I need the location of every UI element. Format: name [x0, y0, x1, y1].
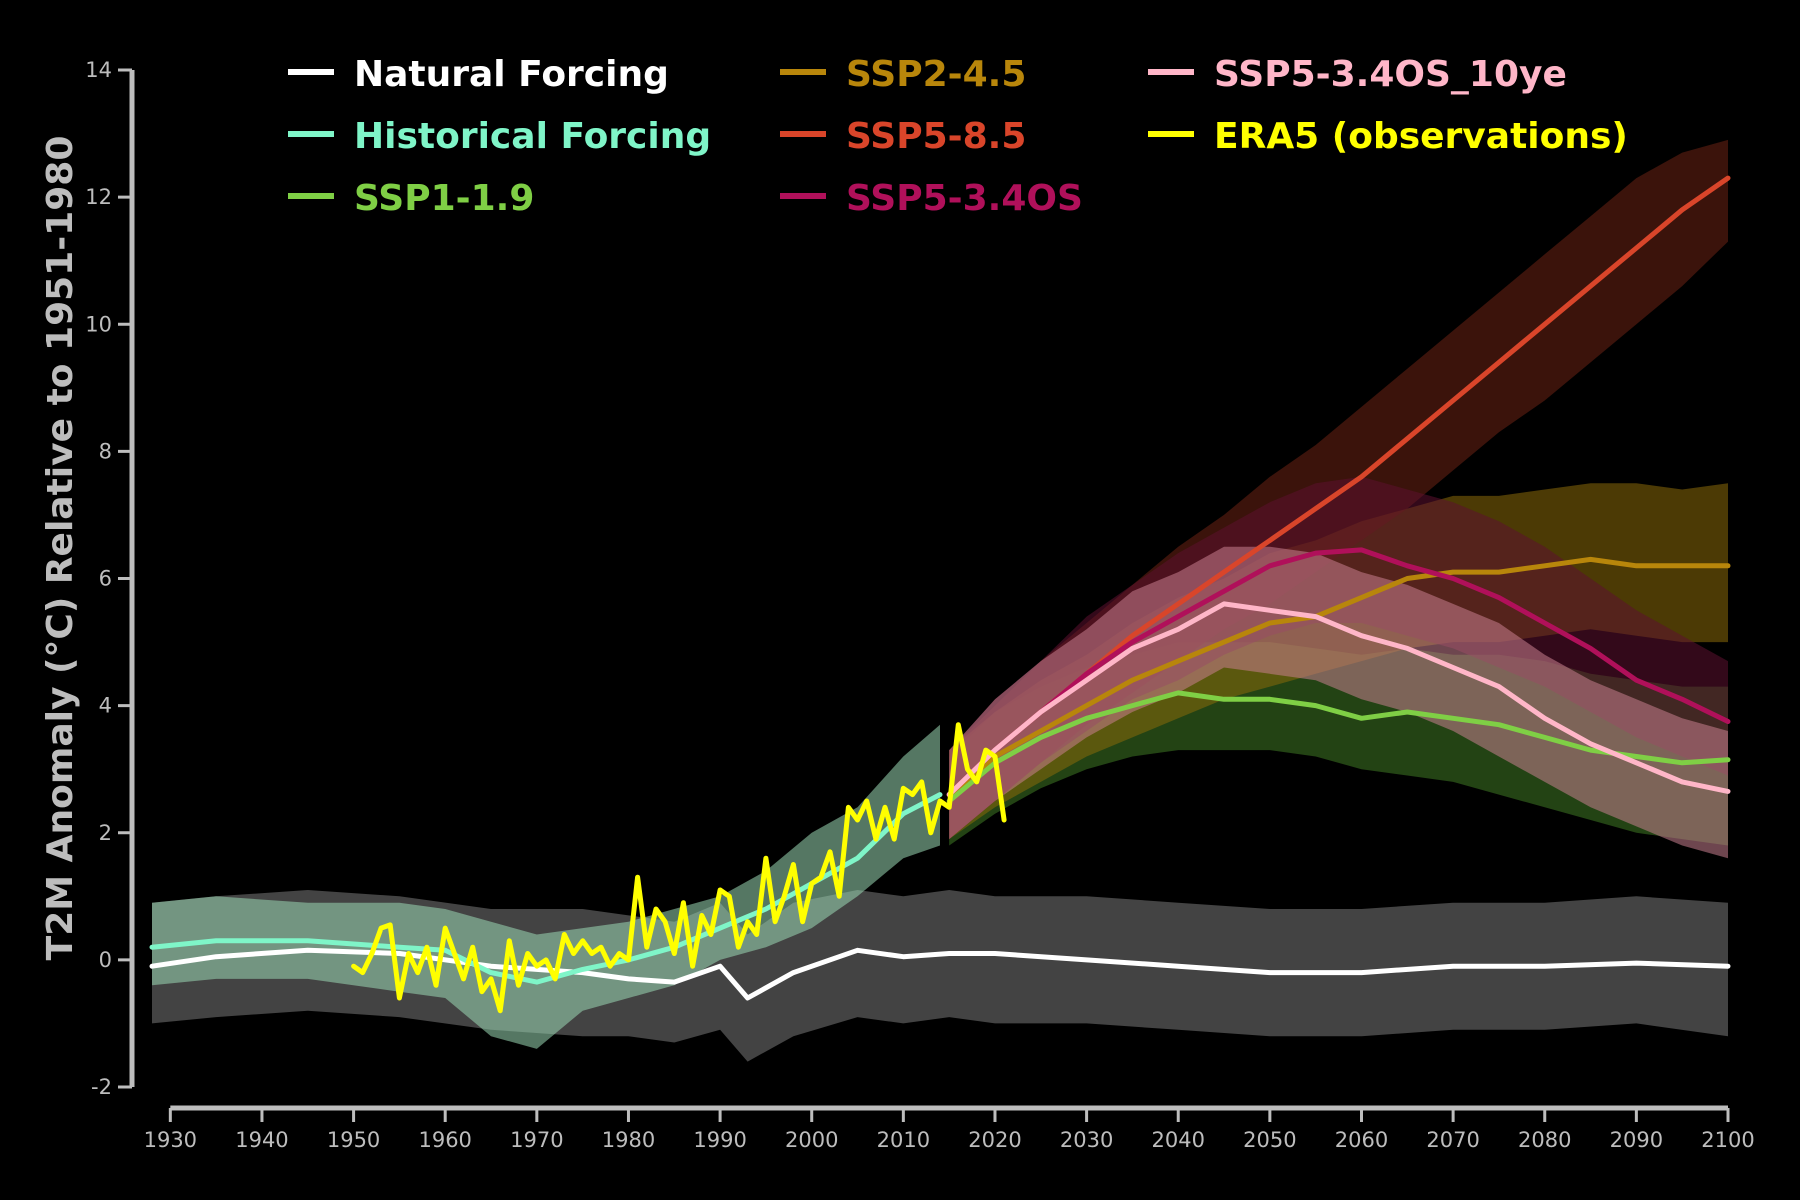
legend: Natural Forcing Historical Forcing SSP1-1.…: [288, 54, 1628, 219]
x-tick-label: 1980: [602, 1128, 655, 1152]
x-tick-label: 1970: [510, 1128, 563, 1152]
x-tick-label: 2040: [1152, 1128, 1205, 1152]
x-tick-label: 2030: [1060, 1128, 1113, 1152]
legend-label-historical-forcing: Historical Forcing: [354, 116, 711, 157]
legend-label-natural-forcing: Natural Forcing: [354, 54, 669, 95]
x-tick-label: 2070: [1426, 1128, 1479, 1152]
line-ssp1-1-9: [946, 690, 1731, 804]
y-tick-label: 10: [85, 312, 112, 336]
line-ssp2-4-5: [946, 556, 1731, 798]
x-tick-label: 1930: [144, 1128, 197, 1152]
x-tick-label: 2090: [1610, 1128, 1663, 1152]
y-tick-label: 14: [85, 58, 112, 82]
line-era5-observations: [351, 722, 1007, 1014]
y-tick-label: 2: [99, 821, 112, 845]
x-tick-label: 1950: [327, 1128, 380, 1152]
band-historical-forcing: [152, 724, 940, 1049]
x-tick-label: 1960: [418, 1128, 471, 1152]
y-tick-label: 4: [99, 694, 112, 718]
x-tick-label: 2050: [1243, 1128, 1296, 1152]
legend-label-ssp5-3-4os-10ye: SSP5-3.4OS_10ye: [1214, 54, 1567, 95]
y-tick-label: 6: [99, 567, 112, 591]
y-tick-label: 8: [99, 439, 112, 463]
legend-label-ssp1-1-9: SSP1-1.9: [354, 178, 534, 219]
uncertainty-bands: [152, 139, 1728, 1062]
legend-label-ssp5-8-5: SSP5-8.5: [846, 116, 1026, 157]
line-natural-forcing: [149, 947, 1731, 1001]
x-tick-label: 2060: [1335, 1128, 1388, 1152]
x-tick-label: 1940: [235, 1128, 288, 1152]
x-tick-label: 2000: [785, 1128, 838, 1152]
y-axis-label: T2M Anomaly (°C) Relative to 1951-1980: [40, 136, 81, 961]
legend-label-era5-observations: ERA5 (observations): [1214, 116, 1628, 157]
band-ssp5-3-4os-10ye: [949, 546, 1728, 859]
y-tick-label: 12: [85, 185, 112, 209]
y-tick-label: -2: [91, 1075, 112, 1099]
series-lines: [149, 175, 1731, 1014]
y-tick-label: 0: [99, 948, 112, 972]
legend-label-ssp2-4-5: SSP2-4.5: [846, 54, 1026, 95]
line-ssp5-3-4os: [946, 547, 1731, 798]
x-tick-label: 1990: [693, 1128, 746, 1152]
x-tick-label: 2020: [968, 1128, 1021, 1152]
x-tick-label: 2100: [1701, 1128, 1754, 1152]
axes: -2 0 2 4 6 8 10 12 14 1930 1940 1950 1960 1970 1980 199…: [85, 58, 1754, 1152]
line-ssp5-3-4os-10ye: [946, 601, 1731, 798]
legend-label-ssp5-3-4os: SSP5-3.4OS: [846, 178, 1083, 219]
x-tick-label: 2010: [877, 1128, 930, 1152]
x-tick-label: 2080: [1518, 1128, 1571, 1152]
